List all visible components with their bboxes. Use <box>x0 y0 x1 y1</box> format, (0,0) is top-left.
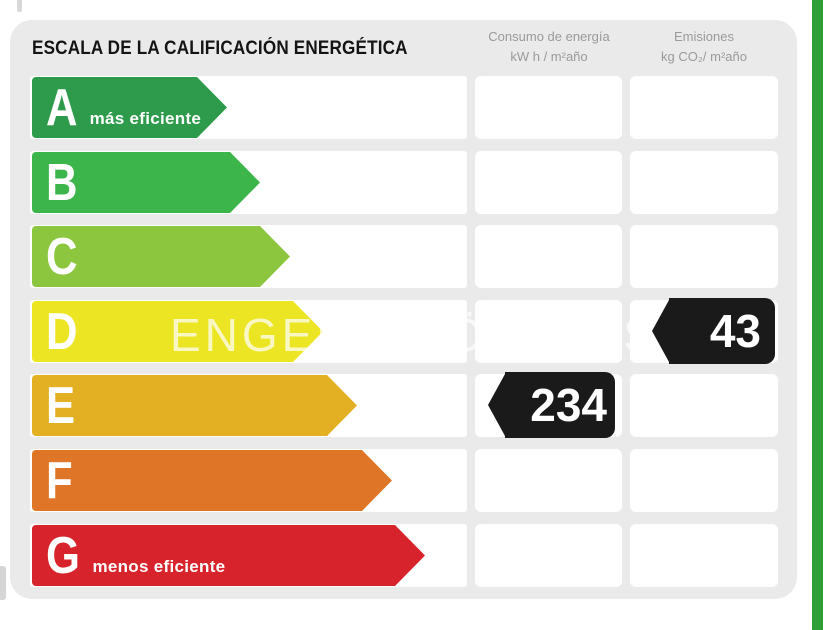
emisiones-cell-e <box>630 374 778 437</box>
column-header-consumo: Consumo de energía kW h / m²año <box>464 27 634 67</box>
rating-letter-f: F <box>46 451 73 510</box>
emisiones-value: 43 <box>709 305 761 357</box>
consumo-cell-c <box>475 225 622 288</box>
rating-row-a: A más eficiente <box>30 76 778 139</box>
emisiones-header-line2: kg CO₂/ m²año <box>661 49 747 64</box>
rating-row-f: F <box>30 449 778 512</box>
energy-scale-card: ESCALA DE LA CALIFICACIÓN ENERGÉTICA Con… <box>10 20 797 599</box>
consumo-header-line1: Consumo de energía <box>488 29 610 44</box>
consumo-header-line2: kW h / m²año <box>510 49 588 64</box>
rating-arrow-c: C <box>32 226 290 287</box>
rating-letter-b: B <box>46 153 78 212</box>
emisiones-cell-g <box>630 524 778 587</box>
rating-letter-g: G <box>46 526 80 585</box>
emisiones-cell-f <box>630 449 778 512</box>
column-header-emisiones: Emisiones kg CO₂/ m²año <box>619 27 789 67</box>
emisiones-header-line1: Emisiones <box>674 29 734 44</box>
edge-artifact-top <box>17 0 22 12</box>
consumo-cell-a <box>475 76 622 139</box>
page-title: ESCALA DE LA CALIFICACIÓN ENERGÉTICA <box>32 38 408 59</box>
rating-sublabel-g: menos eficiente <box>92 556 226 576</box>
green-side-stripe <box>812 0 823 630</box>
consumo-cell-g <box>475 524 622 587</box>
consumo-cell-d <box>475 300 622 363</box>
emisiones-cell-a <box>630 76 778 139</box>
emisiones-value-badge: 43 <box>652 298 775 364</box>
edge-artifact-bottom <box>0 566 6 600</box>
consumo-value-badge: 234 <box>488 372 615 438</box>
rating-row-c: C <box>30 225 778 288</box>
rating-letter-a: A <box>46 78 78 137</box>
rating-row-e: E 234 <box>30 374 778 437</box>
rating-arrow-a: A más eficiente <box>32 77 227 138</box>
rating-row-g: G menos eficiente <box>30 524 778 587</box>
consumo-cell-f <box>475 449 622 512</box>
rating-arrow-e: E <box>32 375 357 436</box>
rating-arrow-b: B <box>32 152 260 213</box>
rating-row-d: D 43 <box>30 300 778 363</box>
rating-sublabel-a: más eficiente <box>89 108 202 128</box>
rating-arrow-d: D <box>32 301 323 362</box>
rating-row-b: B <box>30 151 778 214</box>
emisiones-cell-c <box>630 225 778 288</box>
rating-arrow-f: F <box>32 450 392 511</box>
rating-letter-c: C <box>46 227 78 286</box>
rating-letter-e: E <box>46 376 76 435</box>
consumo-value: 234 <box>530 379 607 431</box>
rating-arrow-g: G menos eficiente <box>32 525 425 586</box>
rating-letter-d: D <box>46 302 78 361</box>
consumo-cell-b <box>475 151 622 214</box>
emisiones-cell-b <box>630 151 778 214</box>
